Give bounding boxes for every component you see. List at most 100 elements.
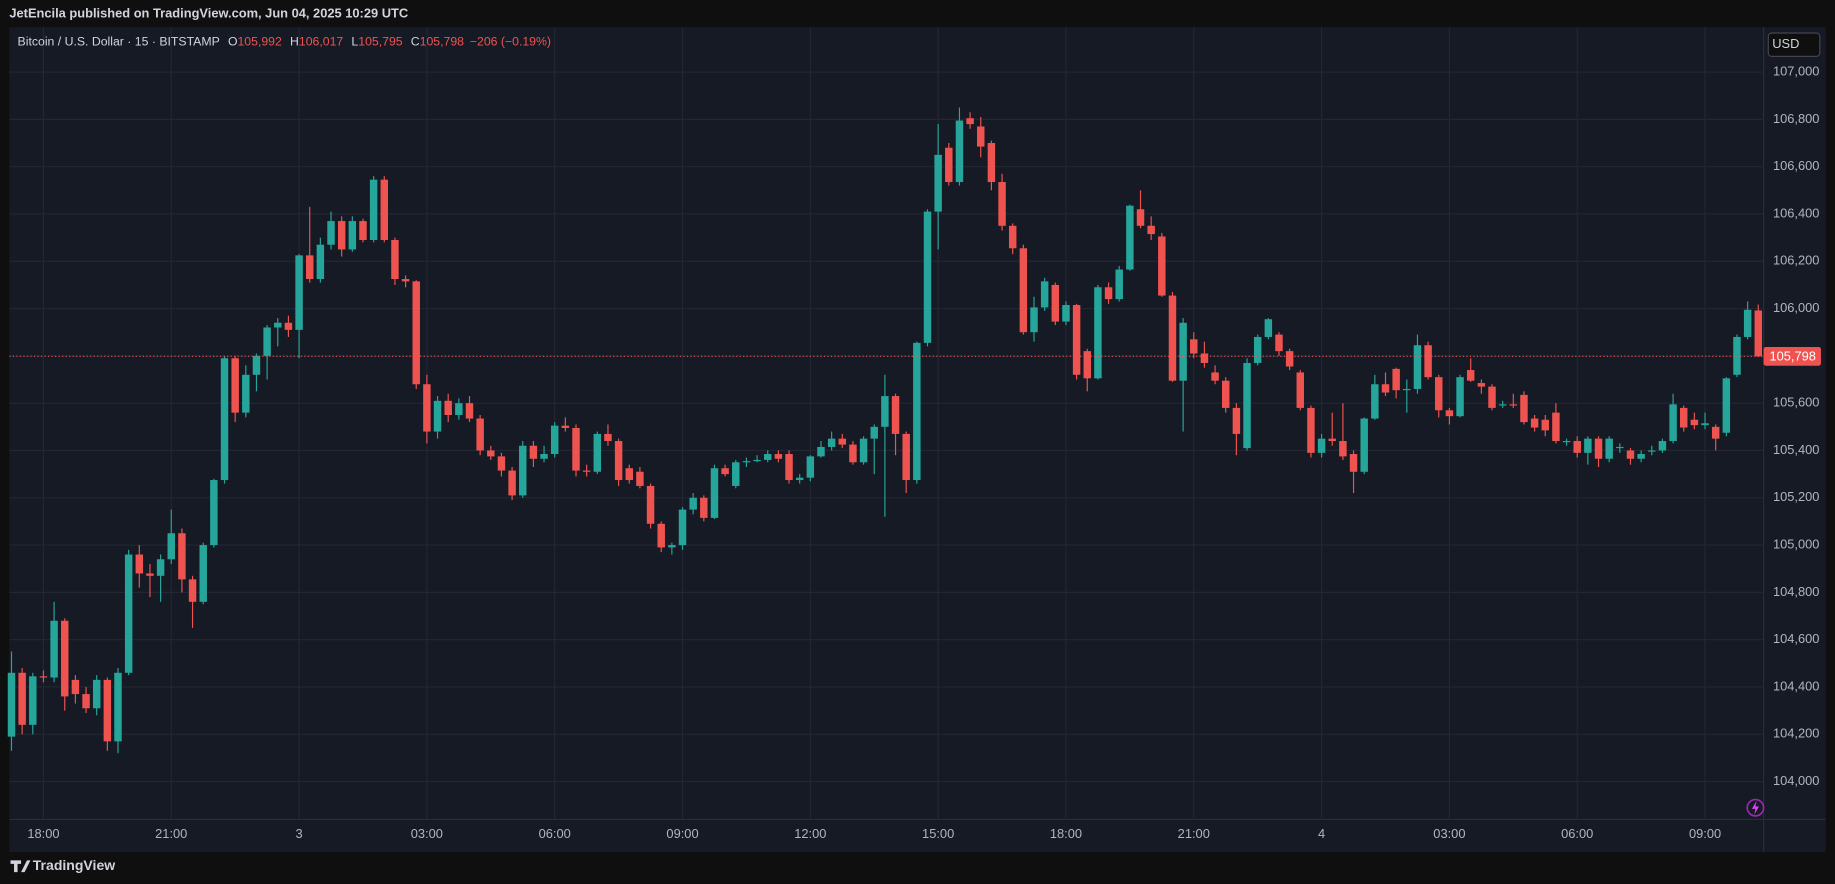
candle-body: [444, 400, 452, 415]
symbol-legend: Bitcoin / U.S. Dollar · 15 · BITSTAMP O10…: [18, 35, 551, 49]
candle-body: [817, 446, 825, 457]
candle-body: [1445, 410, 1454, 417]
x-tick-label: 4: [1318, 826, 1325, 841]
candle-body: [1424, 345, 1432, 378]
candle-body: [1190, 339, 1198, 354]
candle-body: [1509, 404, 1518, 406]
candle-body: [966, 118, 974, 125]
candle-body: [1392, 368, 1400, 391]
candle-body: [1616, 446, 1624, 449]
candle-body: [465, 403, 474, 419]
candle-body: [1605, 438, 1613, 459]
candle-body: [1232, 407, 1241, 434]
candle-body: [7, 672, 16, 737]
candle-body: [1658, 441, 1667, 451]
x-tick-label: 09:00: [666, 826, 698, 841]
published-note: JetEncila published on TradingView.com, …: [9, 6, 408, 21]
candle-body: [1030, 307, 1038, 333]
candle-body: [455, 403, 463, 415]
candle-body: [732, 462, 740, 486]
candle-body: [700, 497, 708, 518]
candle-body: [1062, 305, 1070, 322]
candle-body: [529, 445, 538, 459]
candle-body: [1285, 351, 1294, 367]
candle-body: [401, 279, 410, 282]
x-tick-label: 18:00: [27, 826, 59, 841]
candle-body: [29, 676, 37, 725]
candle-body: [1083, 351, 1091, 379]
candle-body: [668, 545, 676, 548]
candle-body: [1520, 394, 1528, 423]
candle-body: [1711, 426, 1720, 439]
candle-body: [263, 327, 271, 356]
candle-body: [1328, 438, 1336, 442]
candle-body: [1594, 438, 1603, 459]
candle-body: [572, 428, 580, 471]
candle-body: [1126, 205, 1134, 270]
candle-body: [231, 358, 239, 413]
candle-body: [945, 147, 953, 183]
candle-body: [146, 573, 154, 576]
candle-body: [1680, 407, 1688, 428]
candle-body: [167, 533, 175, 560]
x-tick-label: 03:00: [1433, 826, 1465, 841]
candle-body: [1307, 407, 1315, 453]
candle-body: [1381, 384, 1390, 393]
ohlc-value: 105,798: [420, 35, 465, 49]
candle-body: [1530, 418, 1539, 428]
candle-body: [1147, 225, 1155, 235]
candle-body: [1552, 412, 1560, 442]
candle-body: [423, 384, 431, 432]
candle-body: [369, 179, 378, 240]
candle-body: [721, 468, 729, 475]
candle-body: [1253, 336, 1262, 363]
candle-body: [1349, 454, 1358, 472]
candle-body: [1094, 287, 1102, 379]
candle-body: [1637, 454, 1645, 459]
candle-body: [849, 444, 857, 463]
y-tick-label: 104,600: [1773, 631, 1819, 646]
y-tick-label: 104,400: [1773, 678, 1819, 693]
candle-body: [1584, 438, 1592, 453]
currency-box[interactable]: [1767, 32, 1821, 57]
candle-body: [1562, 441, 1571, 443]
candle-body: [678, 509, 687, 546]
tv-logo: [10, 860, 31, 873]
candle-body: [1690, 419, 1699, 426]
lightning-icon[interactable]: [1746, 798, 1765, 817]
currency: USD: [1772, 36, 1799, 51]
candle-body: [923, 211, 932, 343]
candle-body: [359, 221, 367, 240]
candle-body: [274, 322, 282, 328]
candle-body: [1573, 441, 1581, 453]
candle-body: [1275, 334, 1283, 352]
last-price-label: 105,798: [1769, 348, 1815, 363]
ohlc-key: H: [290, 35, 299, 49]
candle-body: [636, 471, 644, 486]
x-tick-label: 18:00: [1050, 826, 1082, 841]
ohlc-key: O: [228, 35, 238, 49]
candle-body: [1136, 209, 1145, 226]
candle-body: [710, 468, 719, 518]
candle-body: [614, 441, 623, 481]
y-tick-label: 107,000: [1773, 63, 1819, 78]
candle-body: [1040, 281, 1049, 308]
candle-body: [742, 461, 751, 463]
candle-body: [1008, 225, 1017, 249]
candle-body: [337, 221, 346, 250]
candle-body: [763, 454, 772, 460]
candle-body: [934, 154, 942, 212]
candle-body: [1158, 236, 1166, 296]
y-tick-label: 105,400: [1773, 442, 1819, 457]
candle-body: [913, 342, 921, 481]
candle-body: [1413, 345, 1422, 389]
candle-body: [295, 255, 303, 330]
candle-body: [1477, 383, 1486, 387]
candle-body: [1456, 377, 1464, 417]
candle-body: [1669, 404, 1677, 442]
candle-body: [412, 281, 420, 385]
candle-body: [497, 456, 506, 471]
x-tick-label: 12:00: [794, 826, 826, 841]
candle-body: [391, 239, 399, 280]
